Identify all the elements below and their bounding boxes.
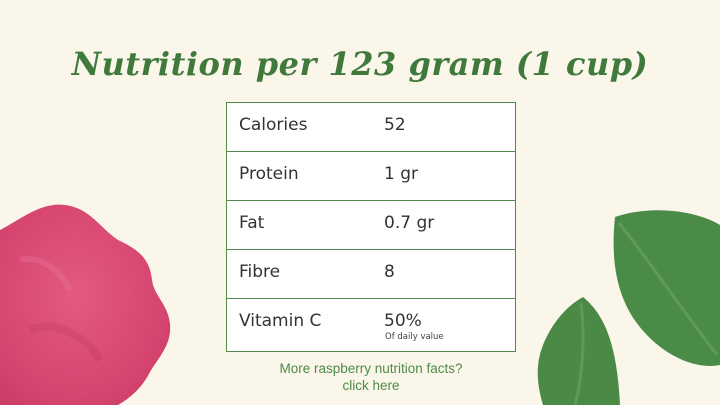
more-nutrition-facts-link[interactable]: More raspberry nutrition facts? click he… <box>226 360 516 394</box>
daily-value-note: Of daily value <box>385 332 444 342</box>
nutrient-name: Fibre <box>239 262 281 282</box>
link-line-click-here[interactable]: click here <box>342 378 400 393</box>
table-row-calories: Calories 52 <box>227 103 515 152</box>
nutrient-name: Calories <box>239 115 308 135</box>
nutrient-name: Protein <box>239 164 299 184</box>
nutrient-value: 0.7 gr <box>384 213 435 233</box>
nutrient-value: 1 gr <box>384 164 418 184</box>
nutrition-table: Calories 52 Protein 1 gr Fat 0.7 gr Fibr… <box>226 102 516 352</box>
link-line-question: More raspberry nutrition facts? <box>279 361 463 376</box>
table-row-fibre: Fibre 8 <box>227 250 515 299</box>
leaf-illustration <box>537 210 720 405</box>
page-title: Nutrition per 123 gram (1 cup) <box>71 45 649 84</box>
table-row-fat: Fat 0.7 gr <box>227 201 515 250</box>
nutrient-value: 52 <box>384 115 406 135</box>
nutrient-value: 50% <box>384 311 422 331</box>
nutrient-value: 8 <box>384 262 395 282</box>
nutrient-name: Fat <box>239 213 265 233</box>
raspberry-illustration <box>0 204 171 405</box>
table-row-protein: Protein 1 gr <box>227 152 515 201</box>
table-row-vitamin-c: Vitamin C 50% Of daily value <box>227 299 515 351</box>
nutrient-name: Vitamin C <box>239 311 322 331</box>
